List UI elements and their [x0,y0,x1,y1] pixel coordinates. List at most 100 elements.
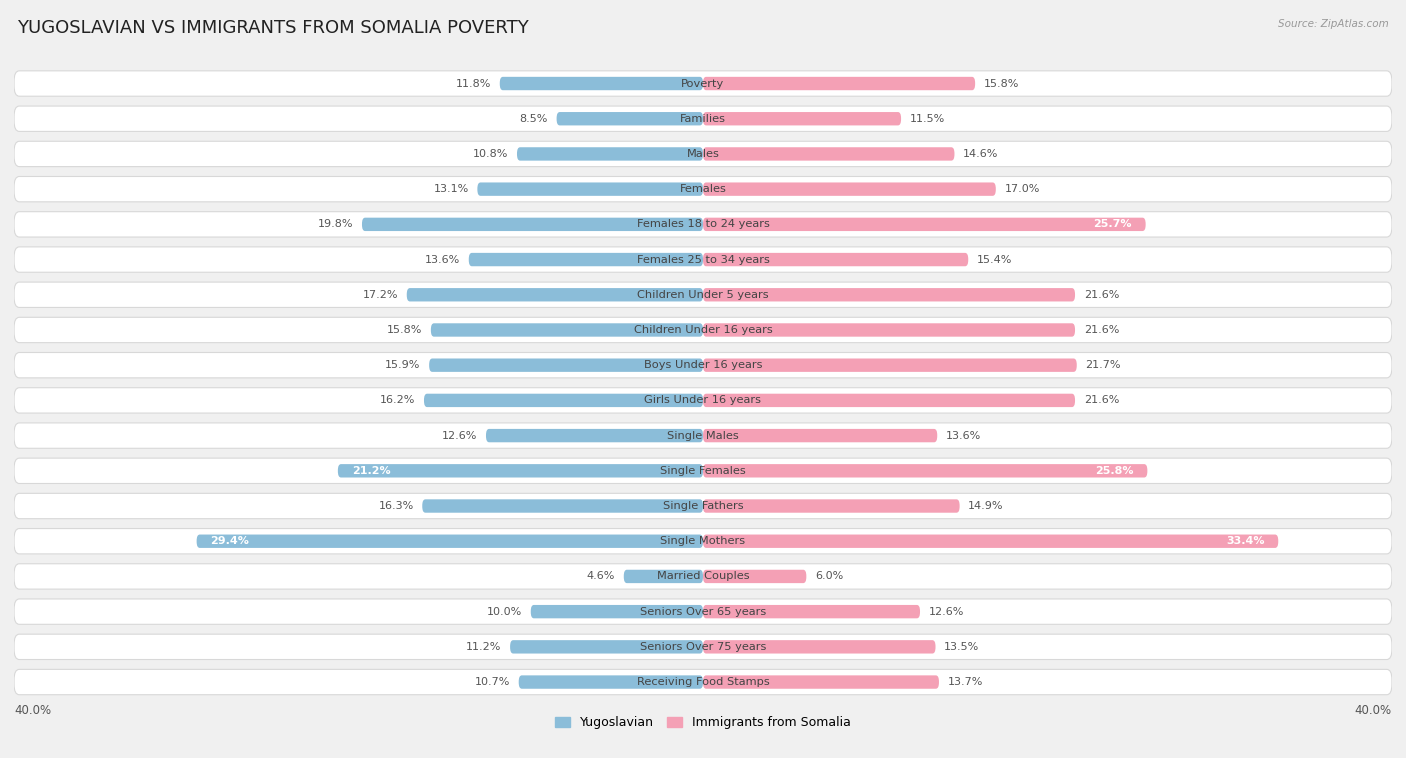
Text: 10.8%: 10.8% [472,149,509,159]
FancyBboxPatch shape [14,211,1392,237]
FancyBboxPatch shape [430,324,703,337]
FancyBboxPatch shape [14,352,1392,377]
FancyBboxPatch shape [703,641,935,653]
Text: 15.8%: 15.8% [387,325,422,335]
FancyBboxPatch shape [703,393,1076,407]
FancyBboxPatch shape [703,429,938,442]
Text: 21.7%: 21.7% [1085,360,1121,370]
FancyBboxPatch shape [468,253,703,266]
FancyBboxPatch shape [703,147,955,161]
Text: YUGOSLAVIAN VS IMMIGRANTS FROM SOMALIA POVERTY: YUGOSLAVIAN VS IMMIGRANTS FROM SOMALIA P… [17,19,529,37]
Text: 25.8%: 25.8% [1095,466,1133,476]
FancyBboxPatch shape [510,641,703,653]
Text: 14.9%: 14.9% [969,501,1004,511]
FancyBboxPatch shape [703,253,969,266]
FancyBboxPatch shape [557,112,703,125]
Text: 16.3%: 16.3% [378,501,413,511]
Text: Single Males: Single Males [666,431,740,440]
FancyBboxPatch shape [703,112,901,125]
Legend: Yugoslavian, Immigrants from Somalia: Yugoslavian, Immigrants from Somalia [550,711,856,735]
FancyBboxPatch shape [422,500,703,512]
FancyBboxPatch shape [406,288,703,302]
Text: 11.8%: 11.8% [456,79,491,89]
FancyBboxPatch shape [14,528,1392,554]
Text: 14.6%: 14.6% [963,149,998,159]
Text: 40.0%: 40.0% [1355,704,1392,717]
FancyBboxPatch shape [499,77,703,90]
Text: 11.2%: 11.2% [467,642,502,652]
Text: Families: Families [681,114,725,124]
FancyBboxPatch shape [703,183,995,196]
FancyBboxPatch shape [703,288,1076,302]
Text: Girls Under 16 years: Girls Under 16 years [644,396,762,406]
FancyBboxPatch shape [14,388,1392,413]
Text: 25.7%: 25.7% [1094,219,1132,230]
Text: 17.0%: 17.0% [1004,184,1040,194]
Text: 21.6%: 21.6% [1084,325,1119,335]
FancyBboxPatch shape [703,605,920,619]
FancyBboxPatch shape [429,359,703,372]
FancyBboxPatch shape [337,464,703,478]
FancyBboxPatch shape [517,147,703,161]
Text: Source: ZipAtlas.com: Source: ZipAtlas.com [1278,19,1389,29]
Text: 15.4%: 15.4% [977,255,1012,265]
FancyBboxPatch shape [703,675,939,689]
Text: Females 18 to 24 years: Females 18 to 24 years [637,219,769,230]
FancyBboxPatch shape [486,429,703,442]
FancyBboxPatch shape [14,599,1392,625]
Text: Children Under 16 years: Children Under 16 years [634,325,772,335]
FancyBboxPatch shape [14,634,1392,659]
Text: Single Mothers: Single Mothers [661,536,745,547]
Text: 13.1%: 13.1% [433,184,468,194]
FancyBboxPatch shape [14,458,1392,484]
Text: 21.2%: 21.2% [352,466,391,476]
Text: 13.5%: 13.5% [945,642,980,652]
FancyBboxPatch shape [14,564,1392,589]
Text: Seniors Over 65 years: Seniors Over 65 years [640,606,766,617]
FancyBboxPatch shape [703,464,1147,478]
FancyBboxPatch shape [703,77,976,90]
Text: 12.6%: 12.6% [928,606,965,617]
Text: Children Under 5 years: Children Under 5 years [637,290,769,299]
FancyBboxPatch shape [519,675,703,689]
Text: 21.6%: 21.6% [1084,290,1119,299]
Text: 8.5%: 8.5% [520,114,548,124]
FancyBboxPatch shape [531,605,703,619]
FancyBboxPatch shape [14,106,1392,131]
FancyBboxPatch shape [703,570,807,583]
Text: Single Females: Single Females [661,466,745,476]
FancyBboxPatch shape [197,534,703,548]
Text: 33.4%: 33.4% [1226,536,1264,547]
Text: Females 25 to 34 years: Females 25 to 34 years [637,255,769,265]
Text: Poverty: Poverty [682,79,724,89]
FancyBboxPatch shape [425,393,703,407]
FancyBboxPatch shape [14,141,1392,167]
Text: 21.6%: 21.6% [1084,396,1119,406]
Text: 29.4%: 29.4% [211,536,249,547]
FancyBboxPatch shape [14,318,1392,343]
Text: Married Couples: Married Couples [657,572,749,581]
FancyBboxPatch shape [624,570,703,583]
FancyBboxPatch shape [703,324,1076,337]
Text: 17.2%: 17.2% [363,290,398,299]
Text: Boys Under 16 years: Boys Under 16 years [644,360,762,370]
Text: 10.0%: 10.0% [486,606,522,617]
Text: 19.8%: 19.8% [318,219,353,230]
Text: Single Fathers: Single Fathers [662,501,744,511]
Text: Males: Males [686,149,720,159]
FancyBboxPatch shape [361,218,703,231]
FancyBboxPatch shape [14,423,1392,448]
FancyBboxPatch shape [14,177,1392,202]
Text: 10.7%: 10.7% [475,677,510,687]
Text: 13.7%: 13.7% [948,677,983,687]
Text: Seniors Over 75 years: Seniors Over 75 years [640,642,766,652]
FancyBboxPatch shape [14,247,1392,272]
Text: 15.9%: 15.9% [385,360,420,370]
FancyBboxPatch shape [703,218,1146,231]
FancyBboxPatch shape [14,282,1392,308]
Text: 6.0%: 6.0% [815,572,844,581]
FancyBboxPatch shape [478,183,703,196]
Text: 11.5%: 11.5% [910,114,945,124]
FancyBboxPatch shape [14,669,1392,695]
Text: 12.6%: 12.6% [441,431,478,440]
